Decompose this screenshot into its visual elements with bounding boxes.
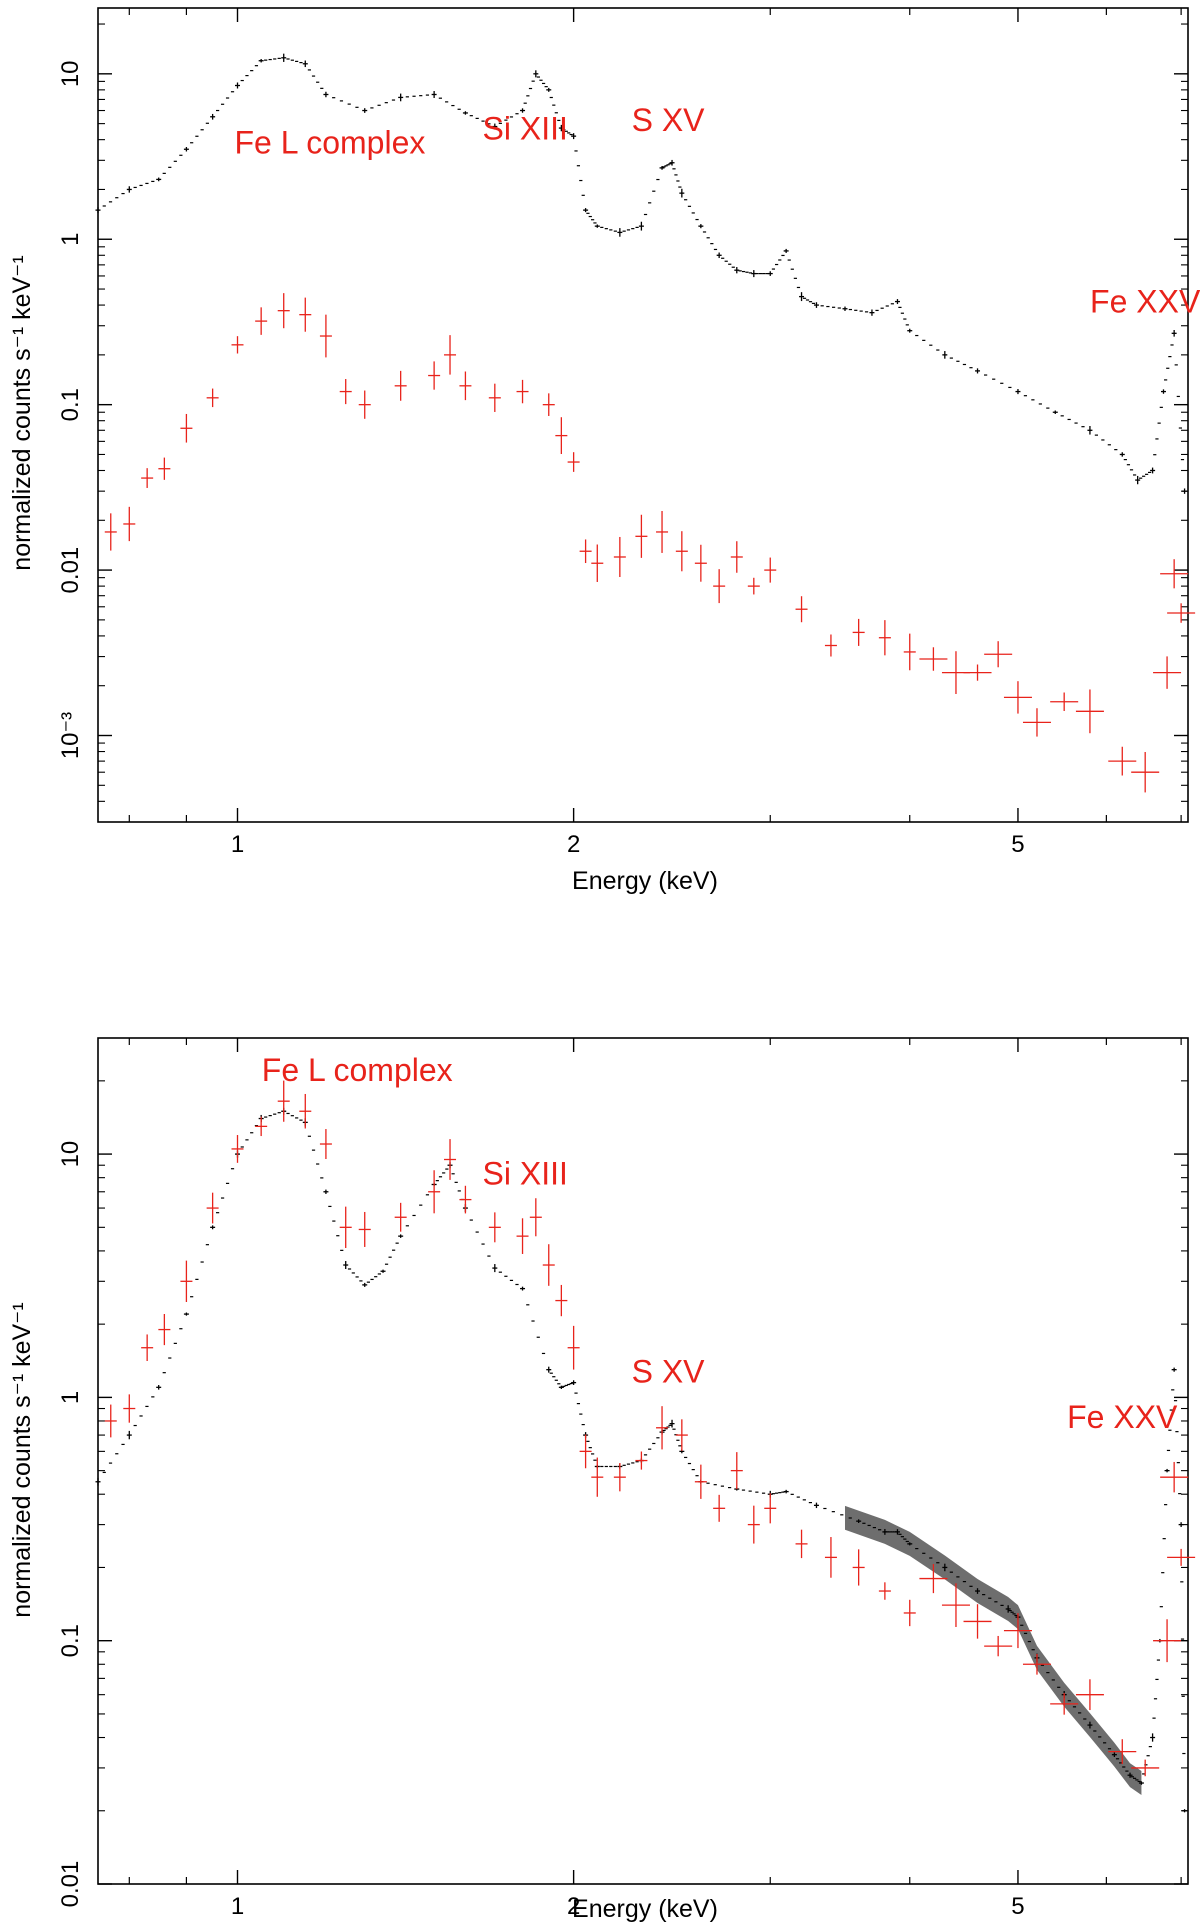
red-series	[104, 1080, 1196, 1777]
y-tick-label: 0.01	[57, 1861, 84, 1908]
line-annotation: Si XIII	[483, 111, 568, 147]
bottom-plot-frame	[97, 1037, 1189, 1885]
bottom-data-points	[95, 1080, 1196, 1813]
line-annotation: Fe XXV	[1090, 284, 1200, 320]
line-annotation: Si XIII	[483, 1155, 568, 1191]
y-tick-label: 10	[57, 1141, 84, 1168]
y-tick-label: 0.01	[57, 547, 84, 594]
red-series	[104, 293, 1196, 793]
y-tick-label: 0.1	[57, 1624, 84, 1657]
line-annotation: Fe XXV	[1067, 1399, 1178, 1435]
y-tick-label: 1	[57, 233, 84, 246]
top-annotations: Fe L complex Si XIII S XV Fe XXV	[234, 102, 1200, 319]
y-tick-label: 1	[57, 1391, 84, 1404]
model-uncertainty-band	[844, 1505, 1142, 1796]
line-annotation: Fe L complex	[262, 1052, 453, 1088]
bottom-annotations: Fe L complex Si XIII S XV Fe XXV	[262, 1052, 1178, 1435]
top-x-axis-title: Energy (keV)	[572, 867, 718, 895]
top-tick-labels: 1 2 5 10⁻³ 0.01 0.1 1 10	[57, 60, 1025, 858]
bottom-tick-labels: 1 2 5 0.01 0.1 1 10	[57, 1141, 1025, 1920]
top-y-axis-title: normalized counts s⁻¹ keV⁻¹	[8, 255, 36, 570]
line-annotation: Fe L complex	[234, 124, 425, 160]
black-series	[95, 53, 1188, 494]
line-annotation: S XV	[632, 1354, 706, 1390]
bottom-axis-ticks	[98, 1038, 1188, 1885]
top-data-points	[95, 53, 1196, 793]
top-panel: 1 2 5 10⁻³ 0.01 0.1 1 10 Fe L complex Si XIII S X…	[8, 7, 1200, 895]
x-tick-label: 2	[567, 1893, 580, 1920]
top-plot-frame	[97, 7, 1189, 823]
y-tick-label: 10⁻³	[57, 712, 84, 759]
bottom-y-axis-title: normalized counts s⁻¹ keV⁻¹	[8, 1302, 36, 1617]
x-tick-label: 5	[1011, 1893, 1024, 1920]
x-tick-label: 1	[231, 831, 244, 858]
y-tick-label: 0.1	[57, 388, 84, 421]
top-axis-ticks	[98, 8, 1188, 822]
x-tick-label: 2	[567, 831, 580, 858]
x-tick-label: 5	[1011, 831, 1024, 858]
bottom-model-band	[844, 1505, 1142, 1796]
y-tick-label: 10	[57, 60, 84, 87]
line-annotation: S XV	[632, 102, 706, 138]
bottom-x-axis-title: Energy (keV)	[572, 1895, 718, 1923]
x-tick-label: 1	[231, 1893, 244, 1920]
